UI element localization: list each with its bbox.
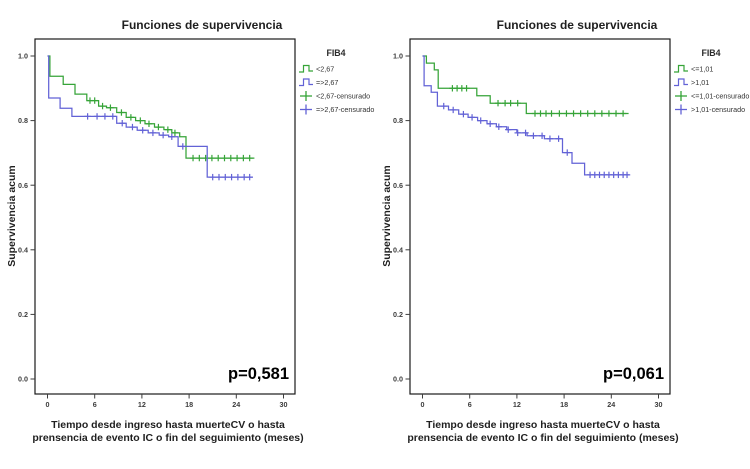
censor-marks-green xyxy=(86,97,253,162)
legend-title: FIB4 xyxy=(701,48,720,58)
legend-entry: =>2,67 xyxy=(299,78,338,87)
y-axis-title: Supervivencia acum xyxy=(6,165,18,267)
x-tick-label: 0 xyxy=(421,400,425,409)
legend-entry-label: =>2,67-censurado xyxy=(316,105,374,114)
x-axis-title-line1: Tiempo desde ingreso hasta muerteCV o ha… xyxy=(426,419,660,431)
y-tick-label: 0.6 xyxy=(18,181,28,190)
legend-entry-label: <=1,01 xyxy=(691,65,713,74)
y-axis: 0.0 0.2 0.4 0.6 0.8 1.0 xyxy=(393,52,410,384)
y-tick-label: 0.0 xyxy=(18,375,28,384)
legend-entry-label: >1,01 xyxy=(691,78,709,87)
x-tick-label: 24 xyxy=(607,400,615,409)
legend-entry-label: <2,67 xyxy=(316,65,334,74)
legend-entry: <=1,01 xyxy=(674,65,713,74)
x-tick-label: 30 xyxy=(280,400,288,409)
x-tick-label: 6 xyxy=(93,400,97,409)
y-axis-title: Supervivencia acum xyxy=(381,165,393,267)
survival-chart-fib4-267: Funciones de supervivencia0.00.20.40.60.… xyxy=(6,18,374,444)
chart-title: Funciones de supervivencia xyxy=(497,18,658,32)
x-tick-label: 6 xyxy=(468,400,472,409)
y-axis: 0.0 0.2 0.4 0.6 0.8 1.0 xyxy=(18,52,35,384)
legend-step-line-icon xyxy=(299,78,313,87)
y-tick-label: 0.2 xyxy=(18,310,28,319)
censor-marks-blue xyxy=(440,102,631,179)
legend: FIB4 <=1,01 >1,01 <=1,01-censurado >1,01-cen… xyxy=(674,48,749,115)
legend-step-line-icon xyxy=(299,64,313,73)
y-tick-label: 0.8 xyxy=(18,116,28,125)
chart-pane-right: Funciones de supervivencia 0.0 0.2 0.4 0.6 0.… xyxy=(375,0,750,469)
legend-entry: >1,01-censurado xyxy=(675,104,745,115)
legend-entry: <=1,01-censurado xyxy=(675,91,749,101)
legend-title: FIB4 xyxy=(326,48,345,58)
legend-step-line-icon xyxy=(674,64,688,73)
chart-pane-left: Funciones de supervivencia 0.0 0.2 0.4 0.6 0.… xyxy=(6,18,374,444)
survival-curve-blue xyxy=(47,55,253,178)
y-tick-label: 0.4 xyxy=(18,245,28,254)
x-tick-label: 30 xyxy=(655,400,663,409)
x-axis: 0 6 12 18 24 30 xyxy=(421,394,663,409)
legend-entry-label: =>2,67 xyxy=(316,78,338,87)
y-tick-label: 0.0 xyxy=(393,375,403,384)
chart-title: Funciones de supervivencia xyxy=(122,18,283,32)
x-tick-label: 18 xyxy=(560,400,568,409)
plot-area xyxy=(34,38,296,395)
legend-step-line-icon xyxy=(674,78,688,87)
x-axis-title-line2: prensencia de evento IC o fin del seguim… xyxy=(407,432,678,444)
y-tick-label: 0.4 xyxy=(393,245,403,254)
legend: FIB4 <2,67 =>2,67 <2,67-censurado =>2,67-cen… xyxy=(299,48,374,115)
legend-entry: >1,01 xyxy=(674,78,709,87)
legend-entry: <2,67 xyxy=(299,65,334,74)
censor-marks-blue xyxy=(84,113,253,181)
x-tick-label: 12 xyxy=(138,400,146,409)
legend-entry: <2,67-censurado xyxy=(300,91,370,101)
legend-entry: =>2,67-censurado xyxy=(300,104,374,115)
x-tick-label: 0 xyxy=(46,400,50,409)
y-tick-label: 1.0 xyxy=(18,52,28,61)
y-tick-label: 1.0 xyxy=(393,52,403,61)
x-tick-label: 18 xyxy=(185,400,193,409)
y-tick-label: 0.8 xyxy=(393,116,403,125)
censor-marks-green xyxy=(449,85,627,117)
x-axis: 0 6 12 18 24 30 xyxy=(46,394,288,409)
x-axis-title-line2: prensencia de evento IC o fin del seguim… xyxy=(32,432,303,444)
x-tick-label: 24 xyxy=(232,400,240,409)
plot-area xyxy=(409,38,671,395)
survival-chart-fib4-101: Funciones de supervivencia0.00.20.40.60.… xyxy=(381,18,749,444)
legend-entry-label: <=1,01-censurado xyxy=(691,92,749,101)
legend-entry-label: >1,01-censurado xyxy=(691,105,745,114)
x-axis-title-line1: Tiempo desde ingreso hasta muerteCV o ha… xyxy=(51,419,285,431)
y-tick-label: 0.2 xyxy=(393,310,403,319)
legend-entry-label: <2,67-censurado xyxy=(316,92,370,101)
y-tick-label: 0.6 xyxy=(393,181,403,190)
p-value-label: p=0,061 xyxy=(603,365,664,383)
p-value-label: p=0,581 xyxy=(228,365,289,383)
x-tick-label: 12 xyxy=(513,400,521,409)
